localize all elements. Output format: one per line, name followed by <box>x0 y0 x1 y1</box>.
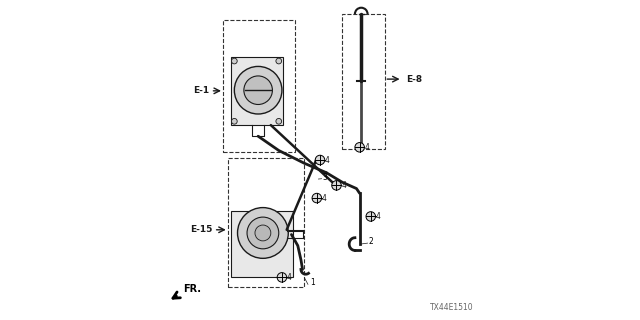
Text: E-1: E-1 <box>193 86 209 95</box>
Circle shape <box>247 217 279 249</box>
Bar <box>230 57 283 125</box>
Circle shape <box>276 58 282 64</box>
Text: 2: 2 <box>369 237 373 246</box>
Text: 4: 4 <box>341 181 346 190</box>
Bar <box>231 211 293 277</box>
Circle shape <box>366 212 376 221</box>
Circle shape <box>332 180 341 190</box>
Text: 4: 4 <box>287 273 292 282</box>
Text: 4: 4 <box>321 194 326 203</box>
Circle shape <box>277 273 287 282</box>
Circle shape <box>232 118 237 124</box>
Circle shape <box>255 225 271 241</box>
Text: E-8: E-8 <box>406 75 422 84</box>
Text: 4: 4 <box>376 212 380 221</box>
Text: TX44E1510: TX44E1510 <box>430 303 474 312</box>
Circle shape <box>355 142 364 152</box>
Text: 3: 3 <box>323 173 328 182</box>
Circle shape <box>234 67 282 114</box>
Text: 4: 4 <box>324 156 330 164</box>
Circle shape <box>276 118 282 124</box>
Circle shape <box>312 193 321 203</box>
Text: FR.: FR. <box>184 284 202 294</box>
Bar <box>223 20 294 152</box>
Circle shape <box>237 208 288 258</box>
Text: 1: 1 <box>310 278 315 287</box>
Circle shape <box>232 58 237 64</box>
Text: E-15: E-15 <box>190 225 212 234</box>
Bar <box>342 14 385 149</box>
Text: 4: 4 <box>364 143 369 152</box>
Circle shape <box>316 155 324 165</box>
Bar <box>228 158 304 287</box>
Circle shape <box>244 76 273 105</box>
